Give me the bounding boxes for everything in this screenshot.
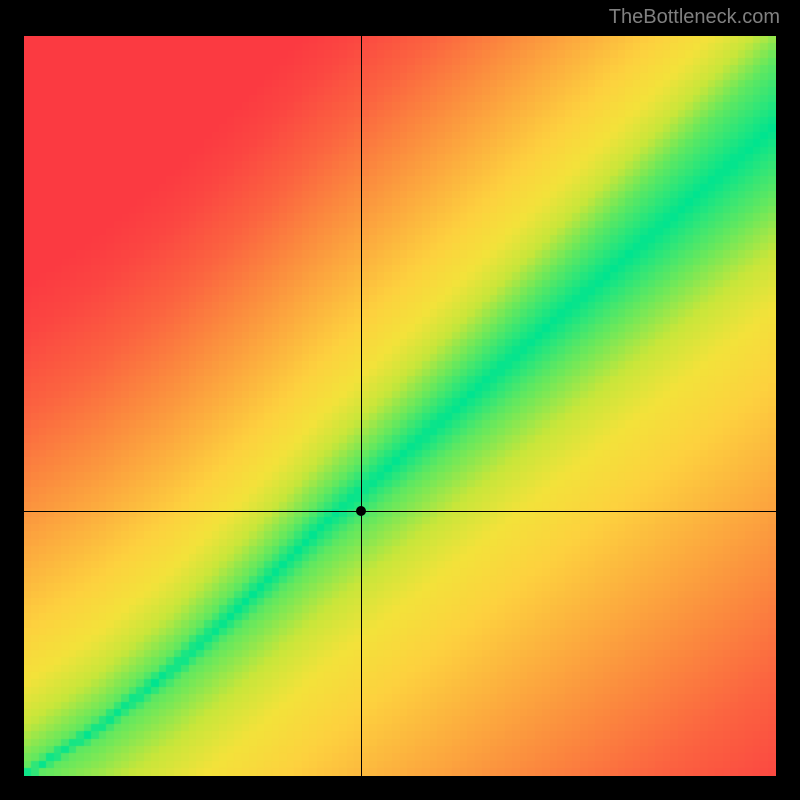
chart-container: TheBottleneck.com <box>0 0 800 800</box>
heatmap-canvas <box>24 36 776 776</box>
crosshair-horizontal <box>24 511 776 512</box>
crosshair-vertical <box>361 36 362 776</box>
marker-dot <box>356 506 366 516</box>
heatmap-plot <box>24 36 776 776</box>
watermark-text: TheBottleneck.com <box>609 6 780 29</box>
